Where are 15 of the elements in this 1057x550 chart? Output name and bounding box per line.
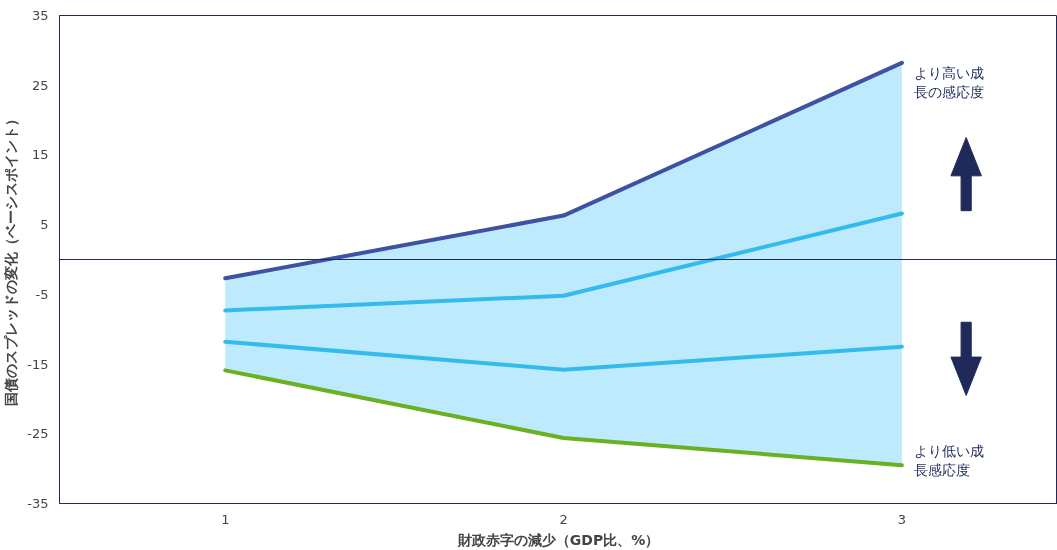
annotation: より低い成長感応度 [913,443,984,479]
x-tick-label: 3 [897,511,907,527]
y-tick-label: 15 [31,147,49,163]
y-tick-label: -5 [35,286,49,302]
y-tick-label: -15 [27,356,49,372]
x-tick-label: 1 [221,511,230,527]
x-tick-label: 2 [559,511,568,527]
y-tick-label: 25 [31,77,49,93]
y-tick-label: 35 [31,8,49,23]
x-axis-title: 財政赤字の減少（GDP比、%） [456,531,660,548]
y-tick-label: 5 [40,217,49,233]
annotation: より高い成長の感応度 [913,64,984,101]
y-axis-title: 国債のスプレッドの変化（ベーシスポイント） [3,112,20,407]
y-tick-label: -35 [27,496,49,511]
y-tick-label: -25 [27,426,49,442]
